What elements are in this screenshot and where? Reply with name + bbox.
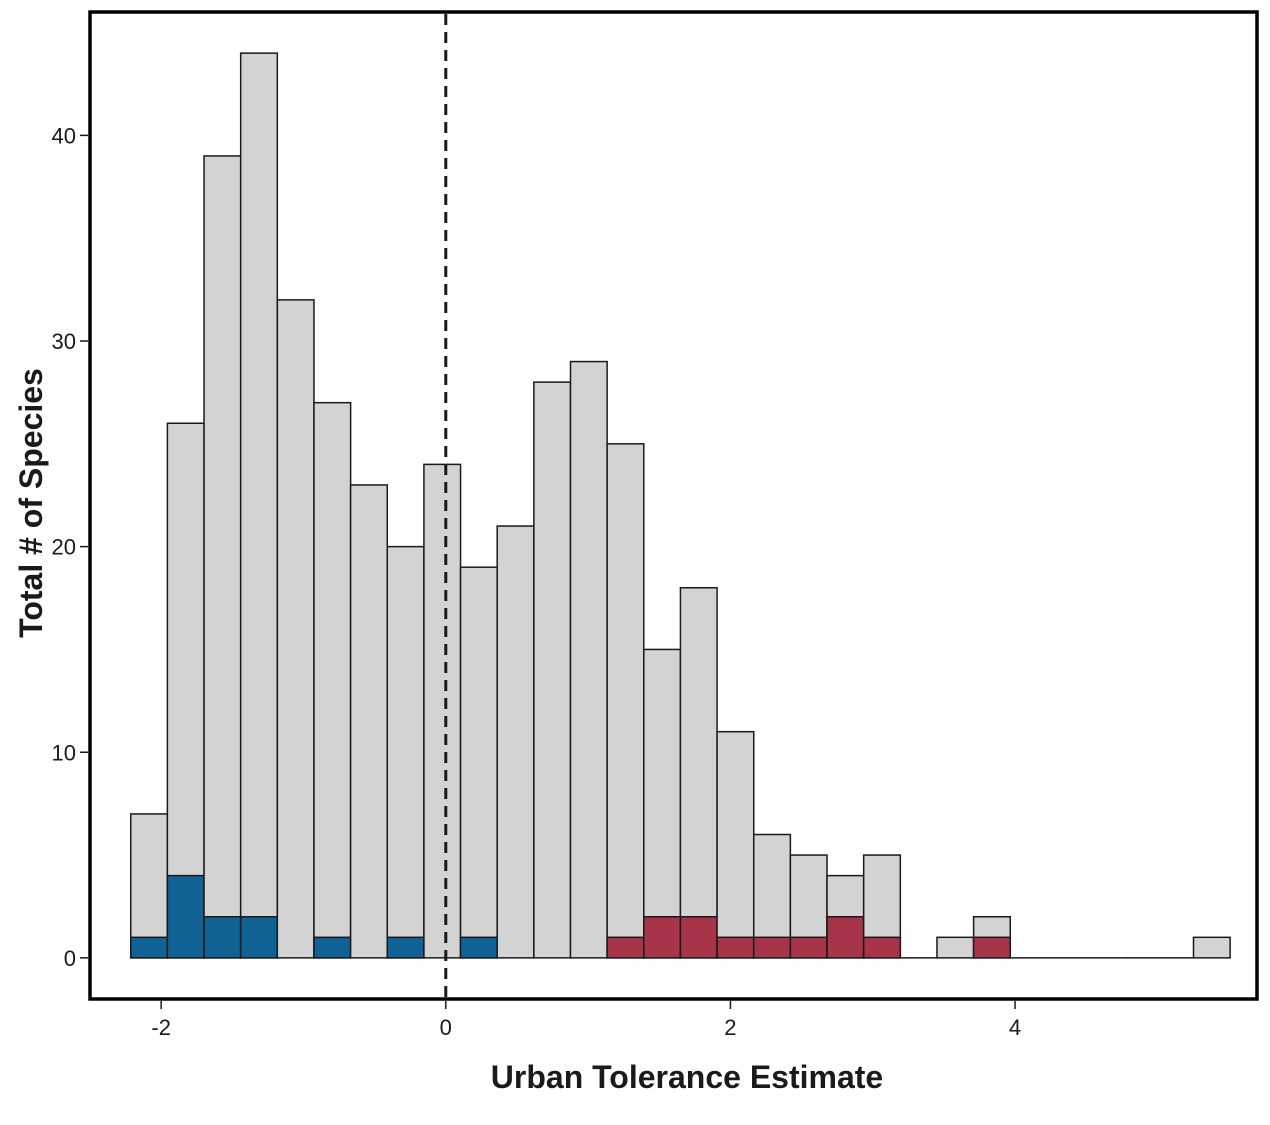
- bar-total-12: [569, 360, 608, 959]
- y-tick-label: 30: [52, 329, 76, 354]
- bar-total-2: [203, 155, 242, 959]
- bar-total-8: [423, 463, 462, 959]
- bar-total-11: [533, 381, 572, 959]
- bar-high-tolerance-13: [606, 936, 645, 959]
- bar-total-3: [239, 52, 279, 959]
- bar-total-4: [276, 299, 315, 959]
- bar-high-tolerance-15: [679, 916, 718, 959]
- bar-total-22: [936, 936, 975, 959]
- bar-total-10: [496, 525, 535, 959]
- y-tick-label: 0: [64, 946, 76, 971]
- bar-high-tolerance-19: [826, 916, 865, 959]
- bar-total-16: [716, 730, 755, 959]
- bar-total-0: [129, 813, 169, 959]
- x-tick-label: 2: [724, 1015, 736, 1040]
- bar-high-tolerance-14: [643, 916, 682, 959]
- bar-low-tolerance-7: [386, 936, 425, 959]
- bar-high-tolerance-20: [862, 936, 902, 959]
- y-tick-label: 40: [52, 123, 76, 148]
- x-tick-label: 4: [1009, 1015, 1021, 1040]
- plot-frame: [88, 10, 1259, 1001]
- bar-total-15: [679, 587, 718, 959]
- bar-high-tolerance-23: [972, 936, 1012, 959]
- bars-layer: [129, 52, 1231, 959]
- bar-low-tolerance-0: [129, 936, 169, 959]
- bar-low-tolerance-2: [203, 916, 242, 959]
- x-axis-ticks: -2 0 2 4: [151, 1001, 1021, 1040]
- x-tick-label: -2: [151, 1015, 171, 1040]
- x-axis-title: Urban Tolerance Estimate: [491, 1059, 883, 1095]
- y-axis-ticks: 0 10 20 30 40: [52, 123, 88, 971]
- bar-low-tolerance-9: [459, 936, 498, 959]
- x-tick-label: 0: [440, 1015, 452, 1040]
- bar-high-tolerance-16: [716, 936, 755, 959]
- bar-total-9: [459, 566, 498, 959]
- bar-total-1: [166, 422, 205, 959]
- bar-total-7: [386, 545, 425, 959]
- bar-low-tolerance-1: [166, 874, 205, 959]
- bar-high-tolerance-18: [789, 936, 828, 959]
- y-tick-label: 20: [52, 535, 76, 560]
- bar-total-5: [313, 401, 352, 959]
- bar-high-tolerance-17: [752, 936, 792, 959]
- bar-low-tolerance-5: [313, 936, 352, 959]
- bar-total-6: [349, 484, 389, 959]
- bar-low-tolerance-3: [239, 916, 279, 959]
- bar-total-13: [606, 443, 645, 959]
- bar-total-29: [1192, 936, 1231, 959]
- y-tick-label: 10: [52, 740, 76, 765]
- bar-total-14: [643, 648, 682, 959]
- y-axis-title: Total # of Species: [13, 368, 49, 638]
